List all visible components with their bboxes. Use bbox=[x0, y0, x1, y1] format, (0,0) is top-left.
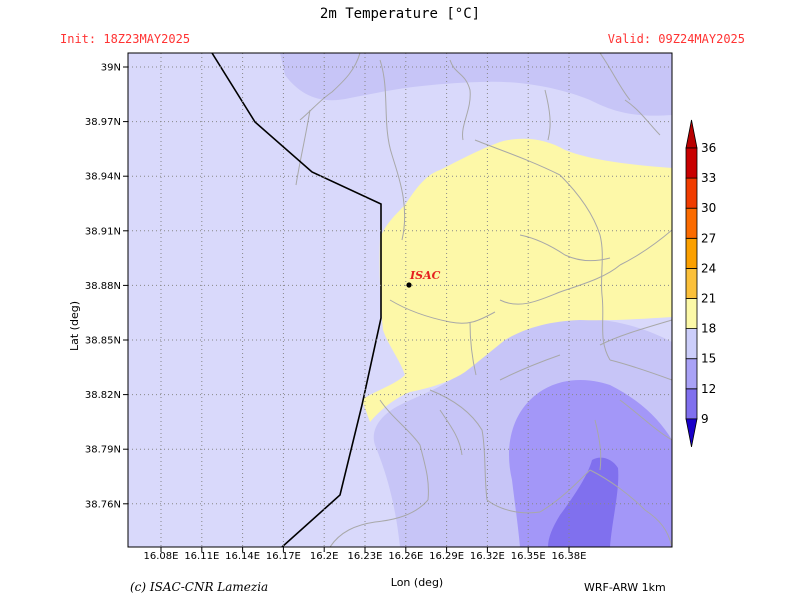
colorbar-tick-label: 12 bbox=[701, 382, 716, 396]
valid-time-label: Valid: 09Z24MAY2025 bbox=[607, 32, 745, 46]
colorbar-swatch bbox=[685, 177, 698, 209]
x-tick-label: 16.38E bbox=[552, 551, 587, 562]
colorbar-tick-label: 24 bbox=[701, 261, 716, 275]
colorbar-tick-label: 21 bbox=[701, 292, 716, 306]
y-tick-label: 38.79N bbox=[85, 445, 121, 456]
y-tick-label: 38.97N bbox=[85, 117, 121, 128]
colorbar-swatch bbox=[685, 388, 698, 420]
y-tick-label: 38.76N bbox=[85, 499, 121, 510]
y-tick-label: 38.91N bbox=[85, 226, 121, 237]
x-axis-ticks: 16.08E 16.11E 16.14E 16.17E 16.2E 16.23E 16.26… bbox=[144, 547, 587, 562]
station-label: ISAC bbox=[409, 269, 441, 282]
plot-frame bbox=[127, 52, 673, 548]
colorbar-tick-label: 30 bbox=[701, 201, 716, 215]
x-tick-label: 16.23E bbox=[348, 551, 383, 562]
colorbar-swatch bbox=[685, 328, 698, 360]
model-label: WRF-ARW 1km bbox=[584, 581, 666, 594]
colorbar-tick-label: 27 bbox=[701, 231, 716, 245]
y-axis-ticks: 39N 38.97N 38.94N 38.91N 38.88N 38.85N 38.82N 3… bbox=[85, 63, 128, 510]
x-tick-label: 16.35E bbox=[511, 551, 546, 562]
colorbar-swatch bbox=[685, 207, 698, 239]
colorbar: 9 12 15 18 21 24 27 30 33 36 bbox=[685, 119, 716, 447]
colorbar-tick-label: 9 bbox=[701, 412, 709, 426]
colorbar-high-triangle bbox=[685, 119, 698, 149]
admin-boundaries bbox=[295, 53, 672, 547]
colorbar-tick-label: 15 bbox=[701, 352, 716, 366]
y-tick-label: 38.94N bbox=[85, 172, 121, 183]
x-axis-label: Lon (deg) bbox=[391, 576, 443, 589]
x-tick-label: 16.17E bbox=[266, 551, 301, 562]
colorbar-swatch bbox=[685, 237, 698, 269]
colorbar-swatch bbox=[685, 358, 698, 390]
x-tick-label: 16.32E bbox=[470, 551, 505, 562]
temp-band-21-24 bbox=[362, 138, 672, 422]
graticule bbox=[128, 53, 672, 547]
x-tick-label: 16.08E bbox=[144, 551, 179, 562]
x-tick-label: 16.11E bbox=[184, 551, 219, 562]
y-tick-label: 38.88N bbox=[85, 281, 121, 292]
y-tick-label: 38.82N bbox=[85, 390, 121, 401]
y-axis-label: Lat (deg) bbox=[68, 301, 81, 351]
map-title: 2m Temperature [°C] bbox=[319, 6, 481, 22]
x-tick-label: 16.2E bbox=[310, 551, 339, 562]
y-tick-label: 38.85N bbox=[85, 336, 121, 347]
credit-label: (c) ISAC-CNR Lamezia bbox=[130, 580, 269, 594]
colorbar-swatch bbox=[685, 298, 698, 330]
x-tick-label: 16.29E bbox=[429, 551, 464, 562]
temperature-field bbox=[128, 53, 672, 547]
colorbar-tick-label: 36 bbox=[701, 141, 716, 155]
colorbar-swatch bbox=[685, 147, 698, 179]
y-tick-label: 39N bbox=[101, 63, 121, 74]
colorbar-low-triangle bbox=[685, 418, 698, 447]
x-tick-label: 16.14E bbox=[225, 551, 260, 562]
station-marker bbox=[406, 282, 412, 288]
coastline bbox=[211, 53, 382, 547]
colorbar-swatch bbox=[685, 267, 698, 299]
init-time-label: Init: 18Z23MAY2025 bbox=[60, 32, 191, 46]
colorbar-tick-label: 33 bbox=[701, 171, 716, 185]
colorbar-tick-label: 18 bbox=[701, 322, 716, 336]
temp-band-15-18-north bbox=[280, 53, 672, 116]
x-tick-label: 16.26E bbox=[388, 551, 423, 562]
temp-band-9-12 bbox=[548, 457, 619, 547]
